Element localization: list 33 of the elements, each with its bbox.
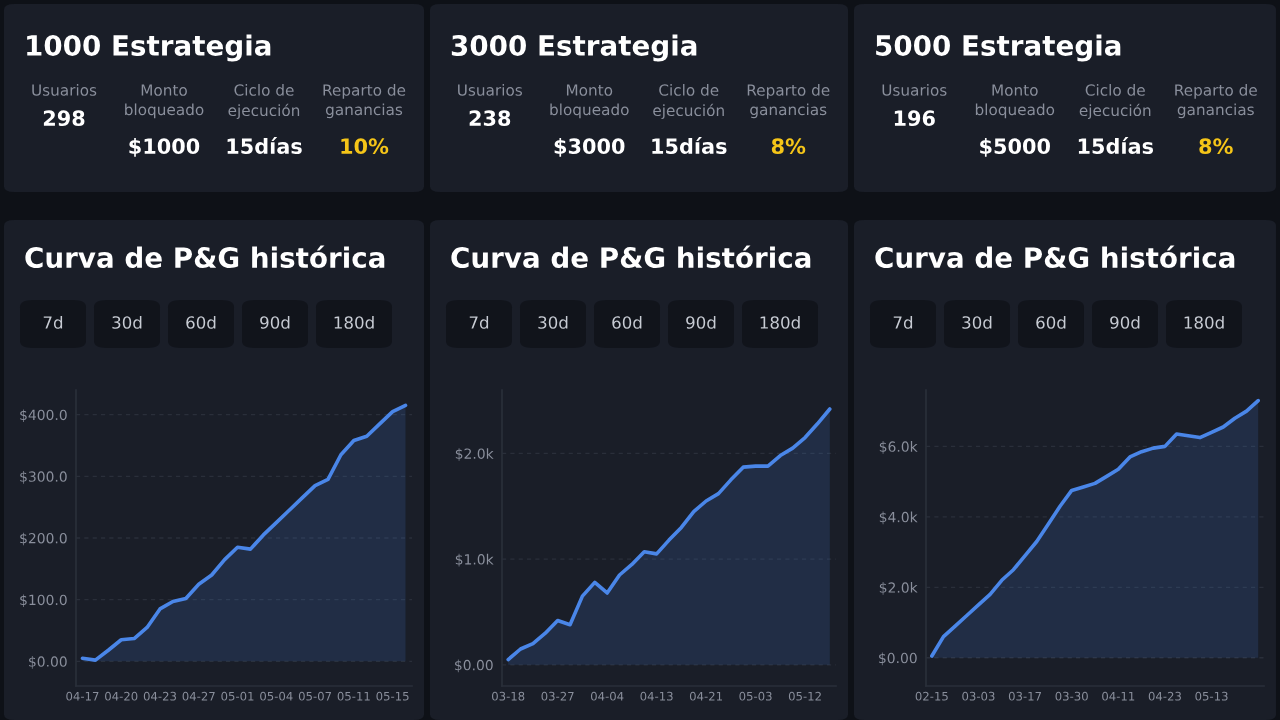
text: 15días <box>227 137 302 155</box>
text: 8% <box>1199 138 1233 155</box>
chart-title: Curva de P&G histórica <box>451 245 811 269</box>
text: 180d <box>760 315 800 329</box>
text: 180d <box>334 315 374 329</box>
text: 10% <box>341 138 389 155</box>
text: 7d <box>893 315 913 329</box>
text: 15días <box>652 137 727 155</box>
text: 196 <box>894 110 935 127</box>
text: 90d <box>260 315 290 329</box>
text: 30d <box>538 315 568 329</box>
text: 60d <box>1036 315 1066 329</box>
text: 5000 Estrategia <box>876 34 1121 62</box>
text: 90d <box>686 315 716 329</box>
text: 7d <box>469 315 489 329</box>
text: 30d <box>962 315 992 329</box>
text: 60d <box>612 315 642 329</box>
text: 7d <box>43 315 63 329</box>
text: 60d <box>186 315 216 329</box>
chart-title: Curva de P&G histórica <box>25 245 385 269</box>
text: 90d <box>1110 315 1140 329</box>
text: 1000 Estrategia <box>27 34 271 62</box>
text: 298 <box>43 110 85 127</box>
text: $1000 <box>129 137 200 157</box>
chart-title: Curva de P&G histórica <box>875 245 1235 269</box>
text: 180d <box>1184 315 1224 329</box>
text: 238 <box>469 110 511 127</box>
text: $3000 <box>554 137 625 157</box>
text: 8% <box>771 138 806 155</box>
text: 15días <box>1078 137 1154 155</box>
text: 3000 Estrategia <box>451 34 697 62</box>
text: $5000 <box>980 137 1050 157</box>
text: 30d <box>112 315 142 329</box>
